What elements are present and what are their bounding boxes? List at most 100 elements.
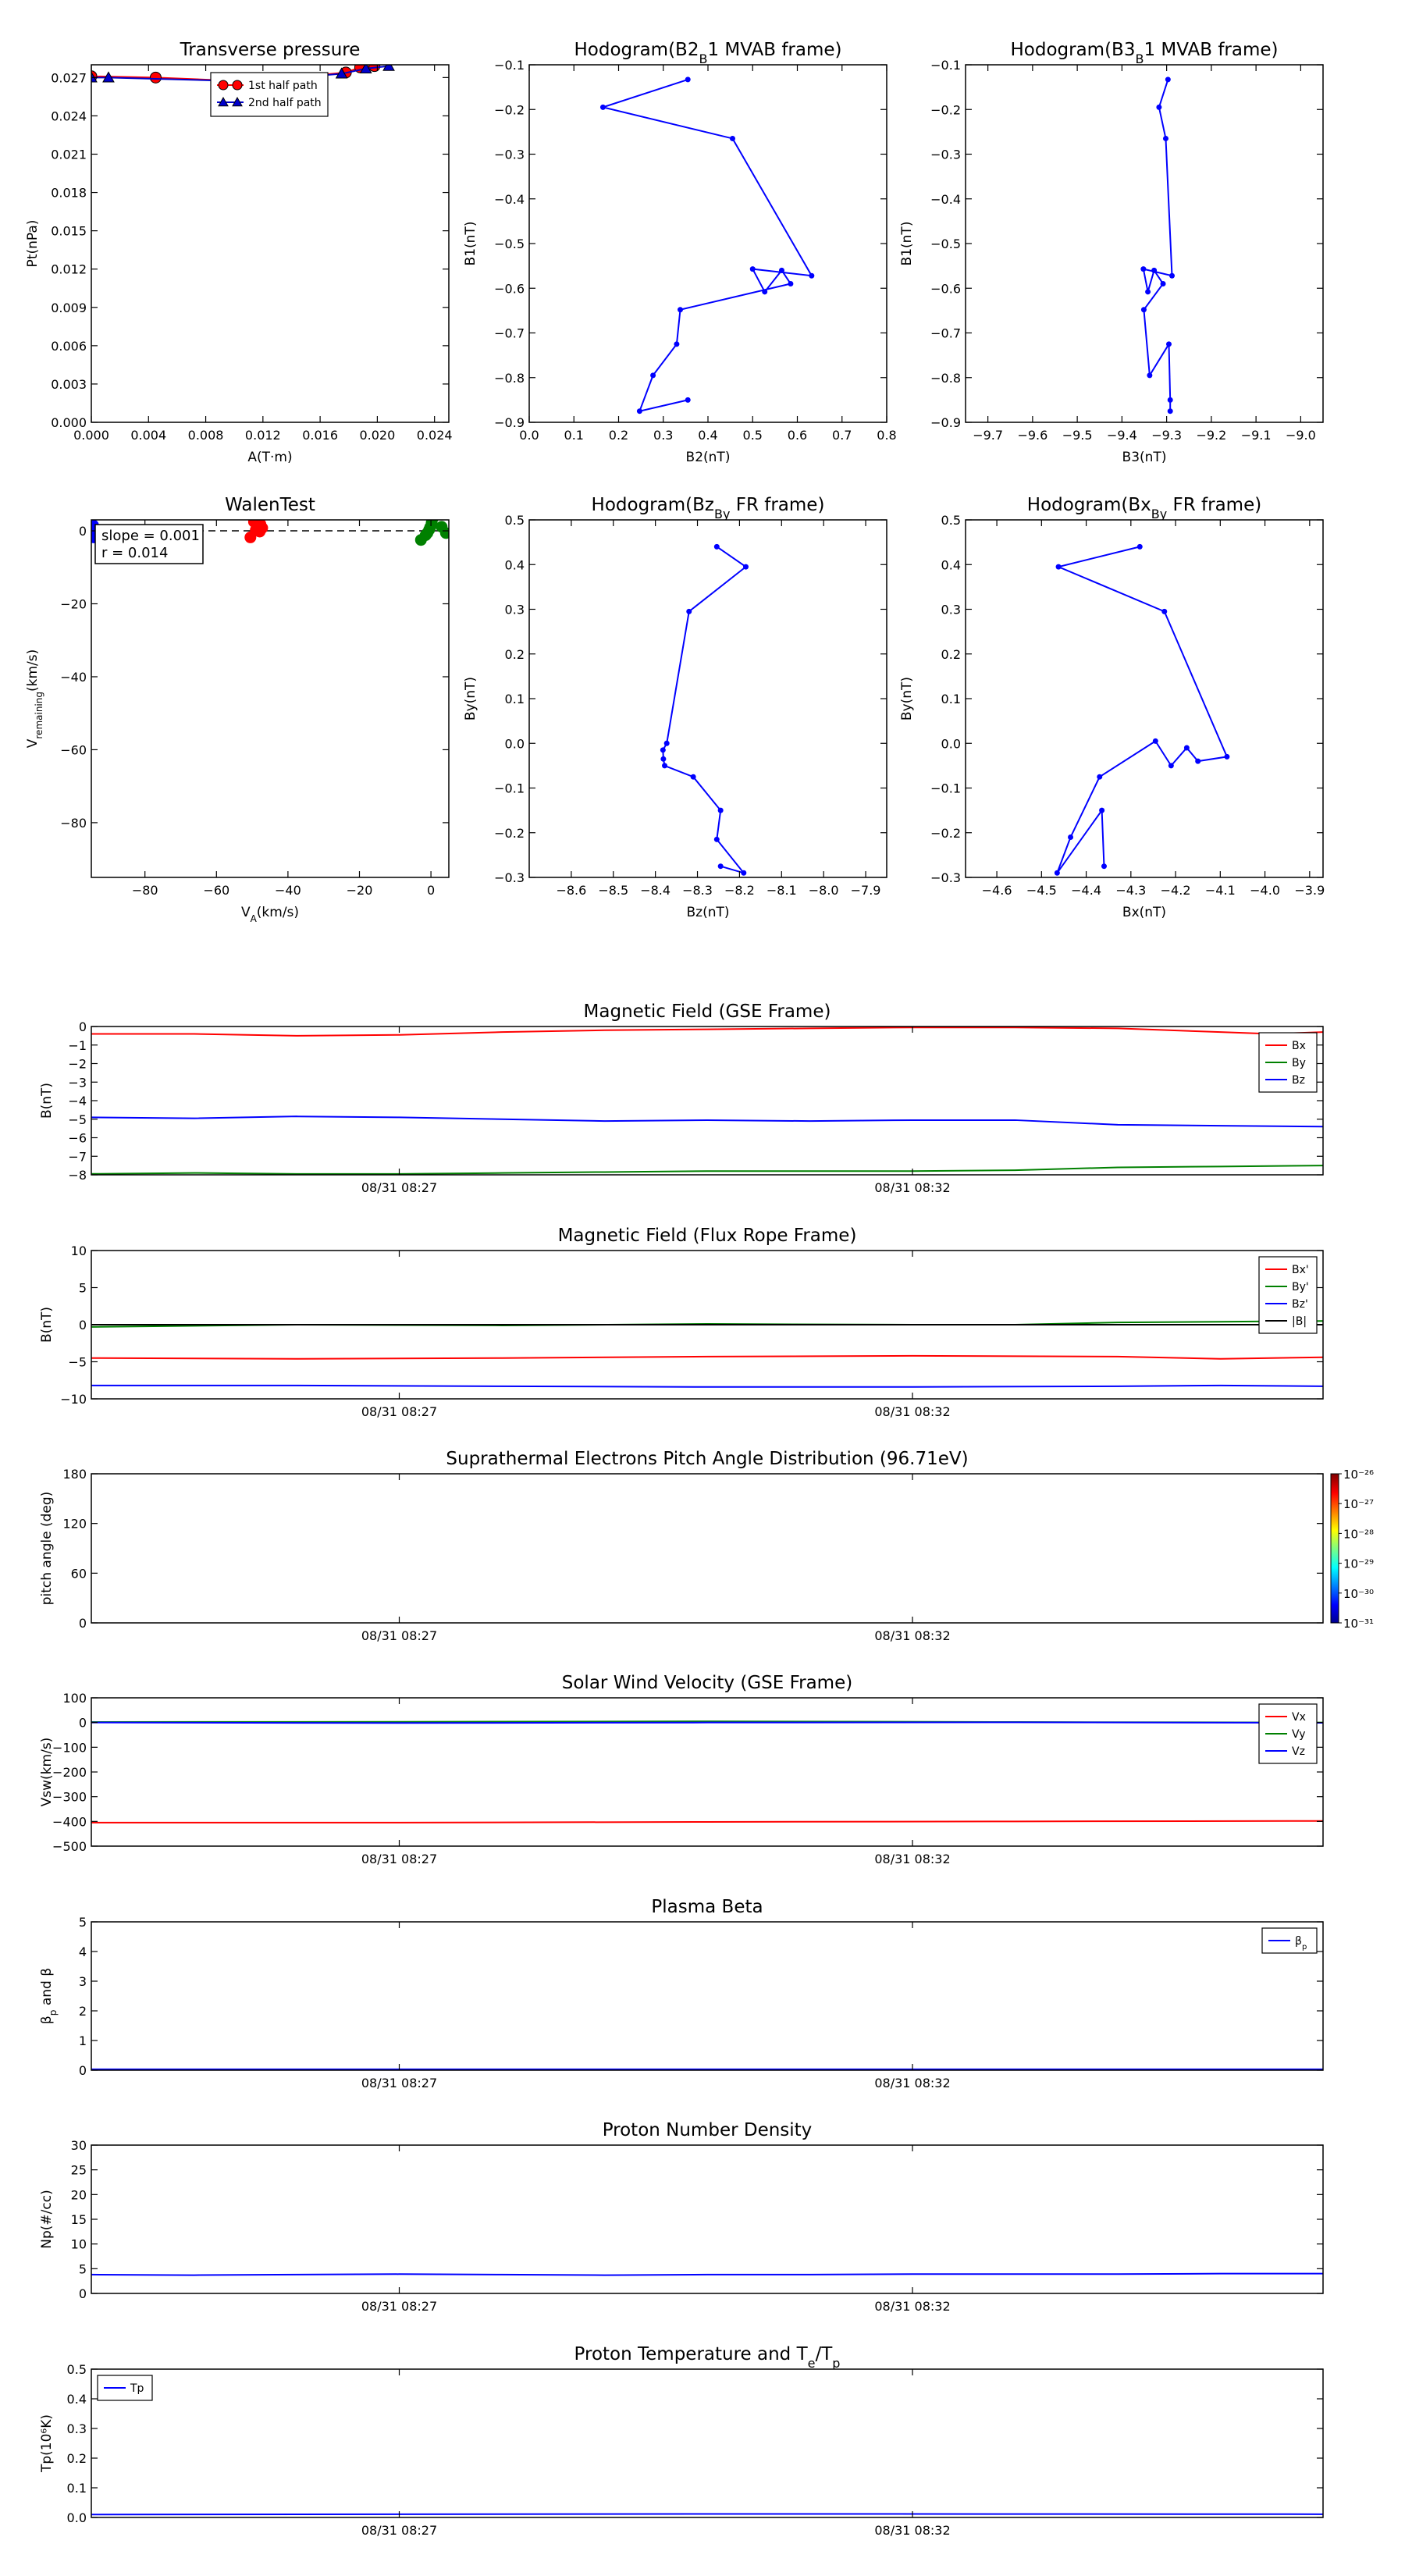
x-tick-label: 0.4	[698, 428, 717, 443]
y-tick-label: 1	[79, 2033, 87, 2048]
chart-title: Solar Wind Velocity (GSE Frame)	[562, 1673, 852, 1693]
y-tick-label: −0.3	[494, 870, 525, 885]
data-point	[1167, 408, 1173, 415]
x-tick-label: −4.4	[1071, 883, 1101, 898]
x-tick-label: 0.5	[743, 428, 763, 443]
data-point	[713, 836, 720, 842]
axes-frame	[91, 2368, 1324, 2518]
x-tick-label: 08/31 08:32	[874, 1628, 950, 1643]
x-tick-label: 0.012	[245, 428, 281, 443]
plot-content	[91, 2272, 1323, 2276]
plot-content	[91, 1026, 1323, 1175]
y-axis-label: Pt(nPa)	[25, 220, 41, 268]
plot-area	[91, 520, 449, 877]
axes-frame	[91, 64, 450, 423]
legend-label: 2nd half path	[248, 97, 322, 109]
y-tick-label: 0.0	[505, 736, 525, 751]
colorbar-label: 10⁻³¹	[1343, 1617, 1374, 1631]
y-tick-label: −0.3	[494, 148, 525, 162]
chart-mag_gse: Magnetic Field (GSE Frame) 08/31 08:27 08/…	[39, 1002, 1324, 1195]
y-tick-label: 0.2	[941, 647, 961, 662]
y-tick-label: 0	[79, 1019, 87, 1034]
x-tick-label: 08/31 08:32	[874, 2299, 950, 2314]
y-tick-label: −5	[68, 1355, 87, 1370]
data-point	[1161, 608, 1168, 614]
y-tick-label: −300	[52, 1790, 87, 1805]
data-point	[91, 71, 98, 83]
colorbar: 10⁻²⁶ 10⁻²⁷ 10⁻²⁸ 10⁻²⁹ 10⁻³⁰ 10⁻³¹	[1330, 1468, 1374, 1631]
y-tick-label: 0	[79, 2063, 87, 2078]
colorbar-label: 10⁻²⁶	[1343, 1468, 1374, 1482]
y-tick-label: 0.009	[51, 301, 87, 315]
y-tick-label: 0	[79, 1318, 87, 1332]
chart-title: Hodogram(B2B1 MVAB frame)	[574, 40, 841, 66]
chart-walen: WalenTest −80 −60 −40 −20 0 −80 −60 −40 −20 0 VA(km…	[25, 495, 450, 924]
y-axis-label: pitch angle (deg)	[39, 1492, 55, 1606]
data-point	[729, 135, 735, 141]
data-point	[1224, 753, 1230, 760]
y-tick-label: 0.012	[51, 262, 87, 277]
x-tick-label: 08/31 08:27	[361, 2299, 437, 2314]
chart-vsw: Solar Wind Velocity (GSE Frame) 08/31 08:…	[39, 1673, 1324, 1866]
data-point	[717, 863, 724, 870]
data-point	[686, 608, 692, 614]
y-tick-label: 0.0	[67, 2510, 87, 2525]
colorbar-gradient	[1330, 1473, 1339, 1624]
y-tick-label: 0.021	[51, 148, 87, 162]
x-tick-label: 08/31 08:27	[361, 2076, 437, 2090]
y-tick-label: −0.3	[930, 148, 961, 162]
y-tick-label: 0.000	[51, 415, 87, 430]
y-axis-label: Tp(10⁶K)	[39, 2414, 55, 2473]
y-tick-label: 5	[79, 2261, 87, 2276]
x-tick-label: −9.1	[1241, 428, 1272, 443]
y-tick-label: −0.1	[494, 58, 525, 73]
data-point	[439, 527, 449, 539]
legend-marker	[232, 80, 243, 91]
x-tick-label: 0.0	[519, 428, 539, 443]
y-tick-label: 0.1	[67, 2481, 87, 2496]
annotation-text: r = 0.014	[101, 545, 168, 561]
legend-label: Vy	[1292, 1728, 1306, 1741]
y-tick-label: −0.4	[930, 192, 961, 207]
y-tick-label: −100	[52, 1740, 87, 1755]
chart-title: Magnetic Field (Flux Rope Frame)	[558, 1226, 857, 1246]
data-point	[1167, 397, 1173, 403]
y-tick-label: 0.5	[67, 2362, 87, 2377]
legend-label: Vx	[1292, 1711, 1306, 1724]
x-tick-label: −80	[132, 883, 158, 898]
data-point	[1165, 341, 1172, 347]
x-tick-label: −20	[347, 883, 373, 898]
x-tick-label: 0.8	[877, 428, 896, 443]
y-tick-label: −8	[68, 1168, 87, 1183]
chart-hodo3: Hodogram(BzBy FR frame)−8.6 −8.5 −8.4 −8.3−…	[463, 495, 887, 920]
y-tick-label: −0.1	[930, 58, 961, 73]
y-tick-label: −0.2	[930, 826, 961, 841]
chart-title: WalenTest	[225, 495, 315, 515]
data-point	[1152, 738, 1158, 744]
colorbar-label: 10⁻²⁹	[1343, 1557, 1374, 1571]
x-tick-label: 0.1	[564, 428, 584, 443]
plot-content	[91, 1720, 1323, 1823]
chart-title: Proton Number Density	[603, 2120, 813, 2140]
y-tick-label: 0.3	[505, 603, 525, 617]
legend-marker	[232, 96, 243, 107]
y-tick-label: 0	[79, 1716, 87, 1731]
x-axis-label: Bz(nT)	[686, 905, 729, 920]
data-point	[1140, 307, 1147, 313]
chart-np: Proton Number Density 08/31 08:27 08/31 08…	[39, 2120, 1324, 2314]
data-point	[149, 71, 162, 84]
x-tick-label: −8.0	[809, 883, 839, 898]
series-line-2	[91, 1384, 1323, 1388]
data-point	[1101, 863, 1107, 870]
x-tick-label: 0.7	[832, 428, 852, 443]
y-tick-label: 0.018	[51, 186, 87, 201]
x-tick-label: −9.7	[973, 428, 1003, 443]
y-axis-label: By(nT)	[899, 677, 915, 720]
y-tick-label: 0	[79, 1616, 87, 1631]
data-point	[1183, 745, 1190, 751]
y-tick-label: 2	[79, 2004, 87, 2019]
x-tick-label: −9.3	[1151, 428, 1182, 443]
x-tick-label: −4.3	[1115, 883, 1146, 898]
x-tick-label: 08/31 08:27	[361, 1852, 437, 1866]
plot-content	[599, 76, 815, 415]
